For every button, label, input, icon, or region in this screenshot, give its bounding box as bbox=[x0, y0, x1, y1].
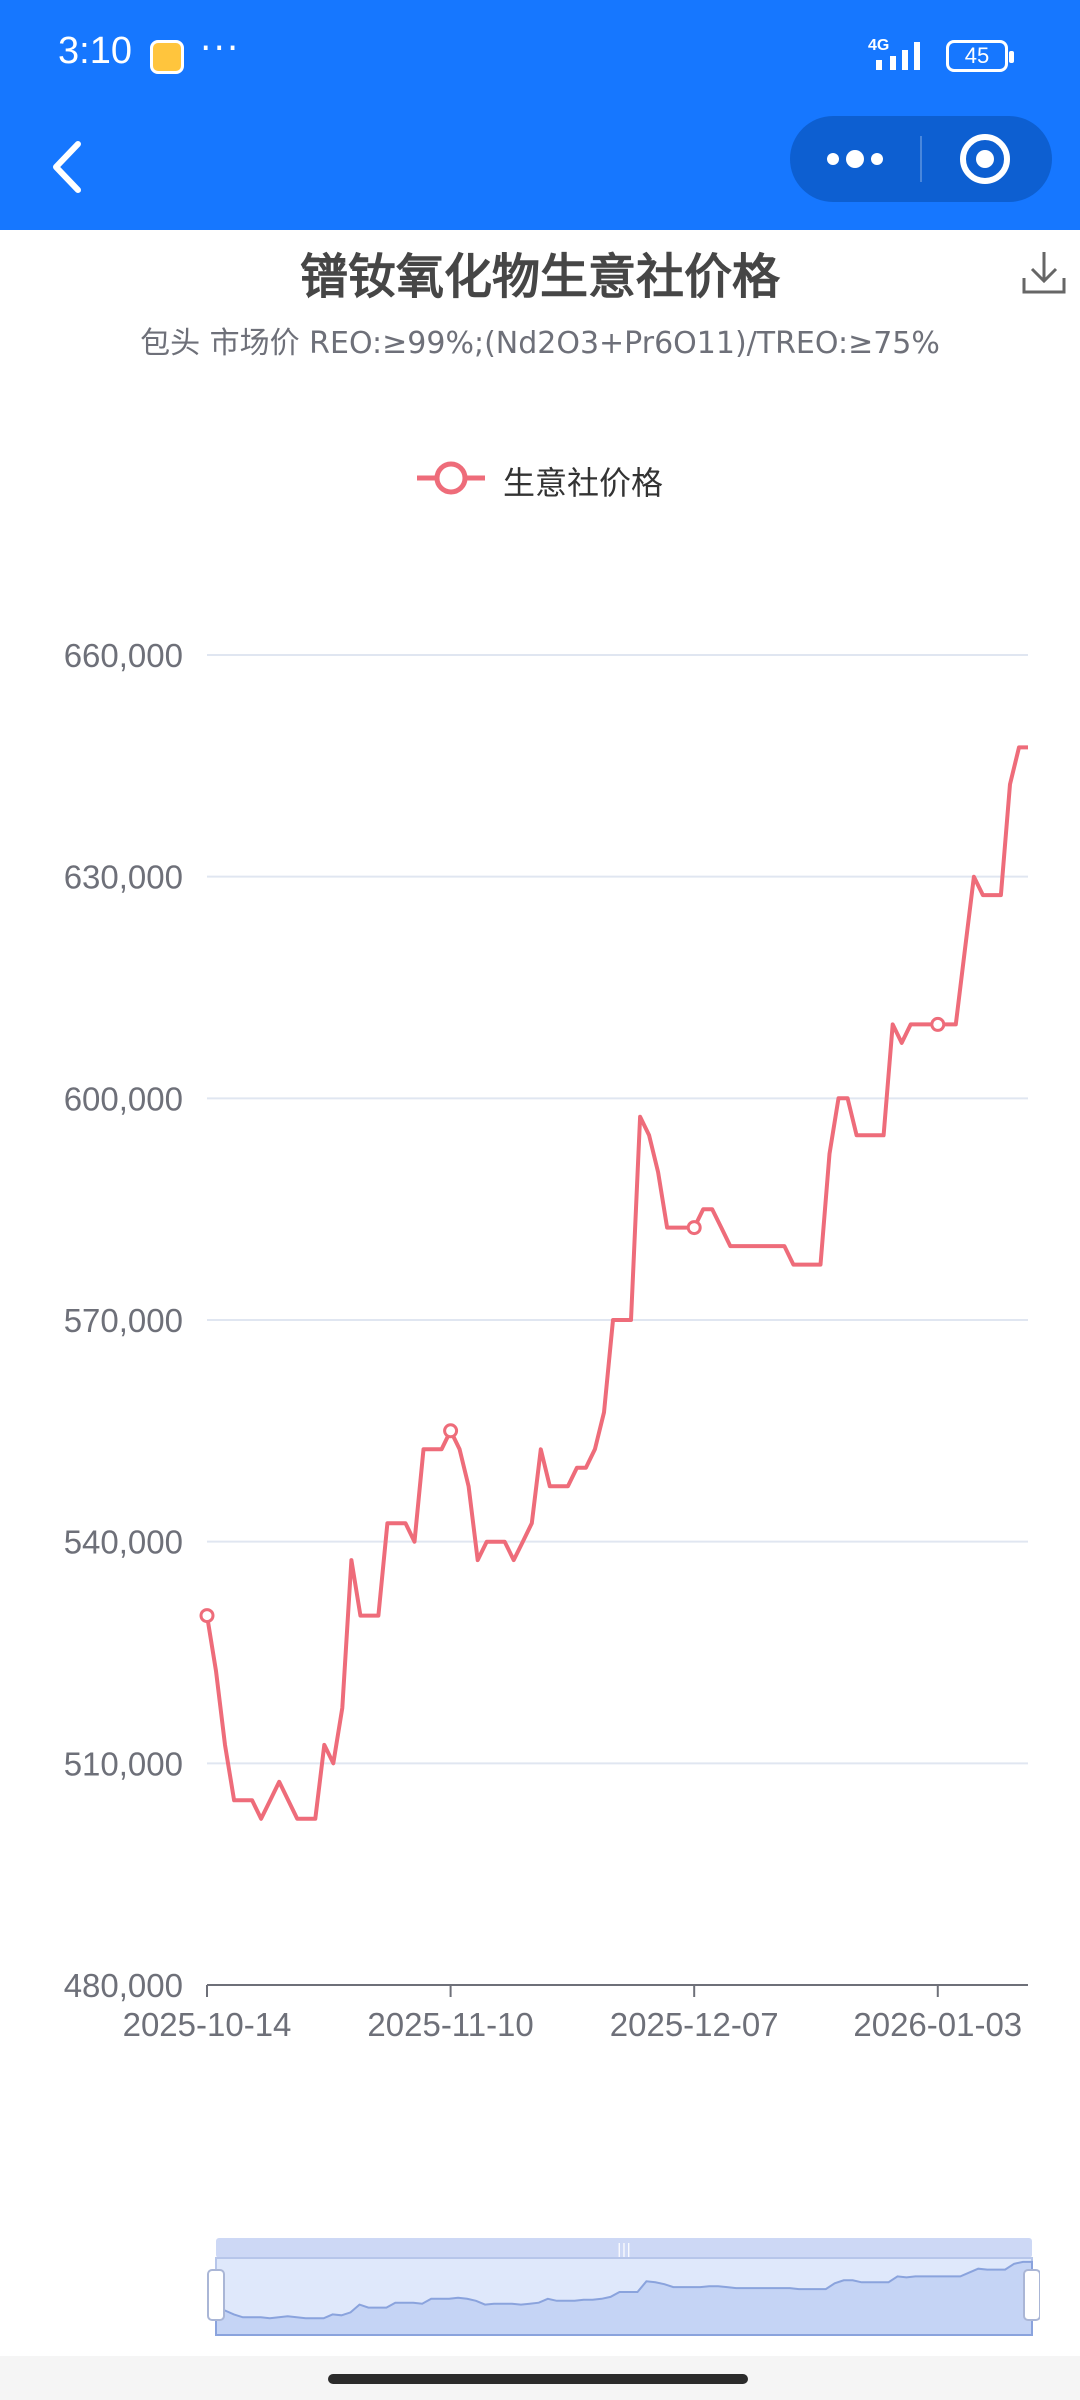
target-circle-icon[interactable] bbox=[922, 116, 1052, 202]
network-label: 4G bbox=[868, 37, 889, 54]
status-time: 3:10 bbox=[58, 30, 132, 72]
y-tick-label: 600,000 bbox=[64, 1080, 183, 1117]
line-chart: 480,000 510,000 540,000 570,000 600,000 630,0… bbox=[64, 637, 1028, 2043]
nav-bar bbox=[0, 110, 1080, 230]
zoom-move-handle[interactable] bbox=[216, 2238, 1032, 2258]
status-more-dots: ··· bbox=[200, 28, 241, 69]
chevron-left-icon[interactable] bbox=[44, 132, 94, 202]
capsule-divider bbox=[920, 136, 922, 182]
y-tick-label: 540,000 bbox=[64, 1524, 183, 1561]
zoom-left-handle[interactable] bbox=[207, 2269, 225, 2321]
legend-label: 生意社价格 bbox=[503, 464, 664, 502]
series-line bbox=[205, 745, 1028, 1821]
status-bar: 3:10 ··· 4G 45 bbox=[0, 0, 1080, 110]
datazoom-slider[interactable]: ||| bbox=[200, 2230, 1040, 2350]
app-notification-icon bbox=[150, 40, 184, 74]
y-tick-label: 480,000 bbox=[64, 1967, 183, 2004]
chart-subtitle: 包头 市场价 REO:≥99%;(Nd2O3+Pr6O11)/TREO:≥75% bbox=[140, 326, 940, 361]
y-tick-label: 510,000 bbox=[64, 1745, 183, 1782]
data-point bbox=[199, 1608, 215, 1624]
data-point bbox=[930, 1016, 946, 1032]
more-dots-icon[interactable] bbox=[790, 116, 920, 202]
zoom-preview-area bbox=[215, 2260, 1033, 2336]
x-tick-label: 2025-12-07 bbox=[610, 2006, 779, 2043]
x-tick-label: 2025-11-10 bbox=[367, 2006, 533, 2043]
data-point bbox=[443, 1423, 459, 1439]
data-point bbox=[686, 1220, 702, 1236]
y-tick-label: 630,000 bbox=[64, 859, 183, 896]
legend-marker-icon bbox=[417, 461, 485, 495]
x-tick-label: 2026-01-03 bbox=[853, 2006, 1022, 2043]
zoom-right-handle[interactable] bbox=[1023, 2269, 1040, 2321]
x-tick-label: 2025-10-14 bbox=[123, 2006, 292, 2043]
battery-indicator: 45 bbox=[946, 40, 1014, 72]
mini-program-capsule bbox=[790, 116, 1052, 202]
y-tick-label: 660,000 bbox=[64, 637, 183, 674]
y-tick-label: 570,000 bbox=[64, 1302, 183, 1339]
download-icon[interactable] bbox=[1020, 248, 1068, 298]
chart-title: 镨钕氧化物生意社价格 bbox=[299, 249, 780, 305]
signal-icon: 4G bbox=[868, 37, 920, 70]
home-indicator[interactable] bbox=[328, 2374, 748, 2384]
zoom-grip-icon: ||| bbox=[617, 2242, 631, 2258]
